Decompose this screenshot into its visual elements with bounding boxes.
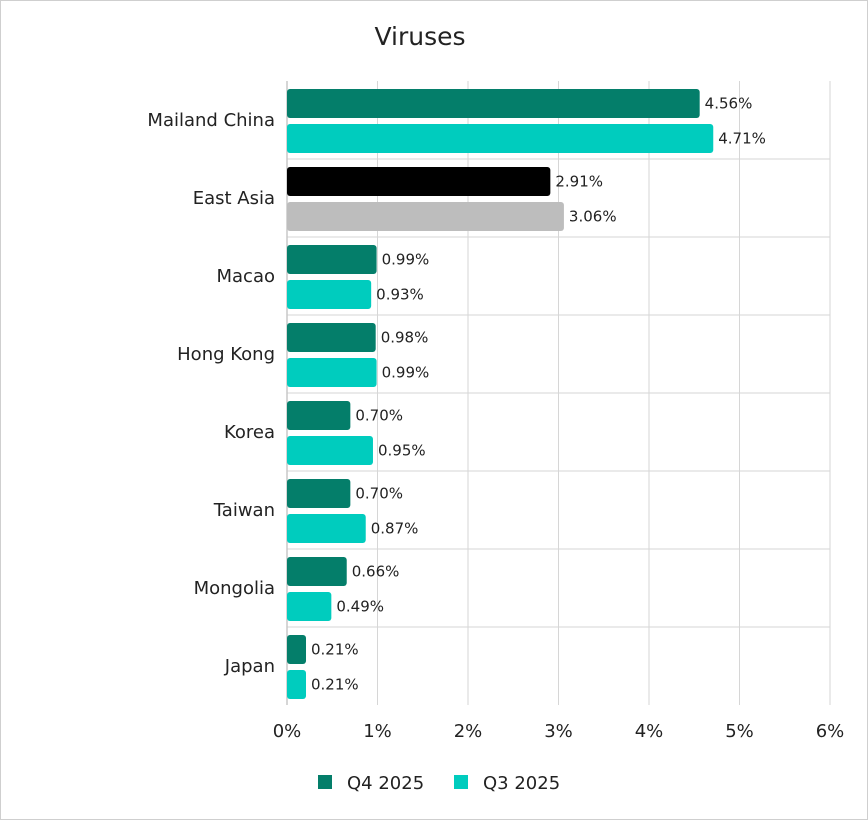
label-layer: 0% 1% 2% 3% 4% 5% 6% Mailand China 4.56% 4.71% Eas… [147, 95, 844, 743]
bar [287, 280, 372, 309]
category-label: Macao [217, 266, 276, 287]
bar [287, 479, 351, 508]
bar-layer [287, 89, 714, 699]
x-tick-label: 2% [454, 721, 483, 742]
bar [287, 124, 714, 153]
bar [287, 202, 564, 231]
data-label: 0.87% [371, 520, 419, 538]
bar [287, 89, 700, 118]
bar [287, 592, 332, 621]
bar [287, 514, 366, 543]
category-label: Taiwan [213, 500, 275, 521]
data-label: 2.91% [555, 173, 603, 191]
data-label: 0.21% [311, 676, 359, 694]
data-label: 0.49% [336, 598, 384, 616]
data-label: 0.93% [376, 286, 424, 304]
category-label: Hong Kong [177, 344, 275, 365]
category-label: Japan [224, 656, 275, 677]
category-label: Mailand China [147, 110, 275, 131]
data-label: 0.98% [381, 329, 429, 347]
x-tick-label: 1% [363, 721, 392, 742]
legend-swatch [454, 775, 468, 789]
bar [287, 557, 347, 586]
data-label: 0.95% [378, 442, 426, 460]
bar [287, 401, 351, 430]
category-label: Mongolia [194, 578, 275, 599]
x-tick-label: 5% [725, 721, 754, 742]
legend-label: Q4 2025 [347, 773, 424, 794]
data-label: 4.56% [705, 95, 753, 113]
x-tick-label: 4% [635, 721, 664, 742]
chart-title: Viruses [374, 22, 465, 51]
bar [287, 245, 377, 274]
legend-swatch [318, 775, 332, 789]
bar [287, 167, 551, 196]
bar [287, 358, 377, 387]
category-label: East Asia [193, 188, 275, 209]
data-label: 0.99% [382, 364, 430, 382]
data-label: 0.21% [311, 641, 359, 659]
data-label: 4.71% [718, 130, 766, 148]
x-tick-label: 0% [273, 721, 302, 742]
bar [287, 323, 376, 352]
legend-label: Q3 2025 [483, 773, 560, 794]
bar [287, 670, 307, 699]
x-tick-label: 3% [544, 721, 573, 742]
data-label: 0.99% [382, 251, 430, 269]
data-label: 3.06% [569, 208, 617, 226]
data-label: 0.70% [355, 407, 403, 425]
data-label: 0.66% [352, 563, 400, 581]
bar [287, 436, 373, 465]
data-label: 0.70% [355, 485, 403, 503]
x-tick-label: 6% [816, 721, 845, 742]
bar [287, 635, 307, 664]
legend: Q4 2025 Q3 2025 [318, 773, 560, 794]
category-label: Korea [224, 422, 275, 443]
